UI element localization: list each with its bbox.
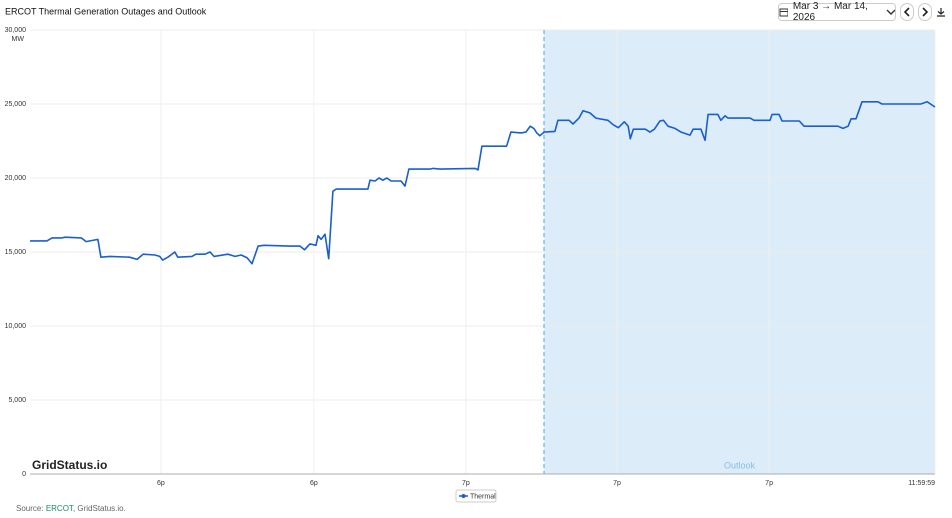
y-tick-label: 5,000 <box>8 397 26 404</box>
next-button[interactable] <box>918 3 932 21</box>
chart-title: ERCOT Thermal Generation Outages and Out… <box>5 6 207 16</box>
y-tick-label: 15,000 <box>5 249 27 256</box>
y-tick-label: 10,000 <box>5 323 27 330</box>
y-axis-label: MW <box>12 36 25 43</box>
prev-icon <box>903 7 910 17</box>
calendar-icon <box>779 8 788 17</box>
x-tick-label: 6p <box>310 480 318 487</box>
legend-label: Thermal <box>470 493 496 500</box>
legend-marker <box>461 494 466 498</box>
legend-item[interactable]: Thermal <box>455 489 497 503</box>
next-icon <box>922 7 929 17</box>
source-prefix: Source: <box>16 504 44 513</box>
series-line <box>30 101 936 265</box>
date-picker[interactable]: Mar 3 → Mar 14, 2026 <box>778 1 896 23</box>
y-tick-label: 30,000 <box>5 27 27 34</box>
date-range: Mar 3 → Mar 14, 2026 <box>792 1 868 23</box>
source-link[interactable]: ERCOT <box>46 504 74 513</box>
y-tick-label: 0 <box>22 471 26 478</box>
legend-box <box>455 489 497 503</box>
watermark: GridStatus.io <box>32 458 107 472</box>
chevron-icon <box>886 9 895 15</box>
x-tick-label: 6p <box>157 480 165 487</box>
source: Source: ERCOT, GridStatus.io. <box>16 504 126 513</box>
y-tick-label: 20,000 <box>5 175 27 182</box>
y-tick-label: 25,000 <box>5 101 27 108</box>
source-suffix: , GridStatus.io. <box>73 504 126 513</box>
x-tick-label: 7p <box>765 480 773 487</box>
prev-button[interactable] <box>900 3 914 21</box>
outlook-label: Outlook <box>724 460 756 470</box>
x-tick-label: 7p <box>462 480 470 487</box>
x-tick-label: 11:59:59 <box>908 480 935 487</box>
x-tick-label: 7p <box>613 480 621 487</box>
download-button[interactable] <box>934 3 948 21</box>
download-icon <box>937 8 945 17</box>
